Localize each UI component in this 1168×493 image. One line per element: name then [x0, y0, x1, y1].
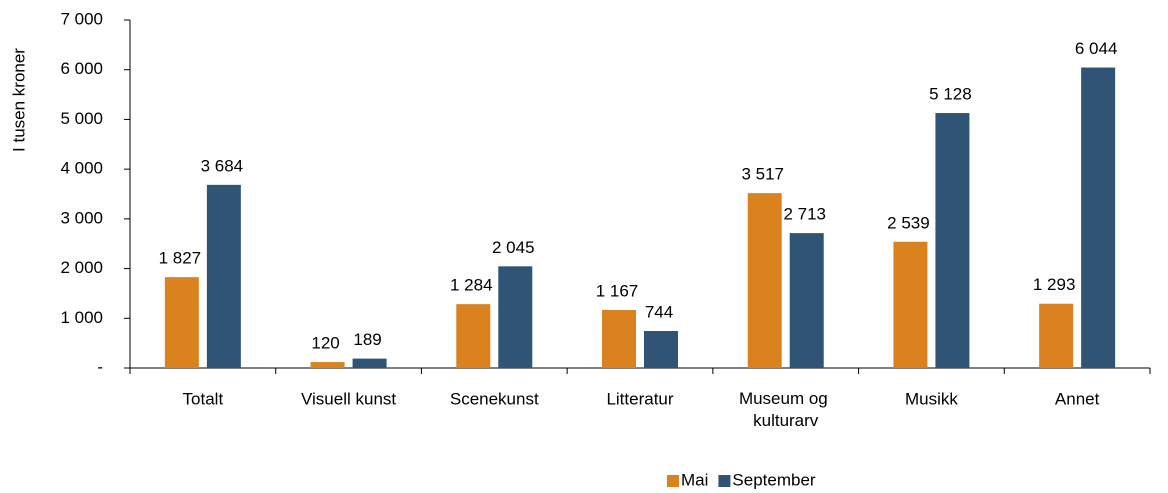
y-tick-label: 4 000 [60, 159, 103, 178]
bar [498, 266, 533, 368]
value-label: 1 293 [1033, 275, 1076, 294]
legend-label: Mai [681, 470, 708, 489]
y-tick-label: 7 000 [60, 9, 103, 28]
y-tick-label: 6 000 [60, 59, 103, 78]
bar [644, 331, 678, 368]
value-label: 2 045 [492, 238, 535, 257]
bar [935, 113, 970, 368]
bar [893, 241, 928, 368]
y-axis-label: I tusen kroner [9, 48, 28, 152]
value-label: 3 684 [201, 156, 244, 175]
bar [1039, 303, 1074, 368]
bar [206, 184, 241, 368]
value-label: 3 517 [741, 165, 784, 184]
y-tick-label: 1 000 [60, 308, 103, 327]
y-tick-label: 3 000 [60, 208, 103, 227]
value-label: 2 713 [783, 205, 826, 224]
bar [789, 233, 824, 368]
x-tick-label: Annet [1055, 389, 1100, 408]
value-label: 744 [645, 302, 673, 321]
bar [747, 193, 782, 368]
bar [352, 358, 387, 368]
y-tick-label: 2 000 [60, 258, 103, 277]
x-tick-label: Visuell kunst [301, 389, 396, 408]
bar [164, 277, 199, 368]
x-tick-label: Scenekunst [450, 389, 539, 408]
value-label: 6 044 [1075, 39, 1118, 58]
legend-swatch [718, 475, 731, 487]
y-tick-label: 5 000 [60, 109, 103, 128]
x-tick-label: Litteratur [606, 389, 673, 408]
x-tick-label: Museum og kulturarv [739, 389, 833, 430]
value-label: 2 539 [887, 213, 930, 232]
value-label: 1 827 [159, 249, 202, 268]
value-label: 1 167 [596, 281, 639, 300]
bar [1081, 67, 1116, 368]
value-label: 1 284 [450, 276, 493, 295]
x-tick-label: Musikk [905, 389, 958, 408]
bar [456, 304, 491, 368]
x-tick-label: Totalt [183, 389, 224, 408]
value-label: 189 [353, 330, 381, 349]
legend-label: September [732, 470, 815, 489]
bar [602, 309, 636, 368]
value-label: 120 [311, 334, 339, 353]
legend-swatch [667, 475, 679, 487]
y-tick-label: - [97, 357, 103, 376]
bar [310, 362, 345, 368]
value-label: 5 128 [929, 85, 972, 104]
